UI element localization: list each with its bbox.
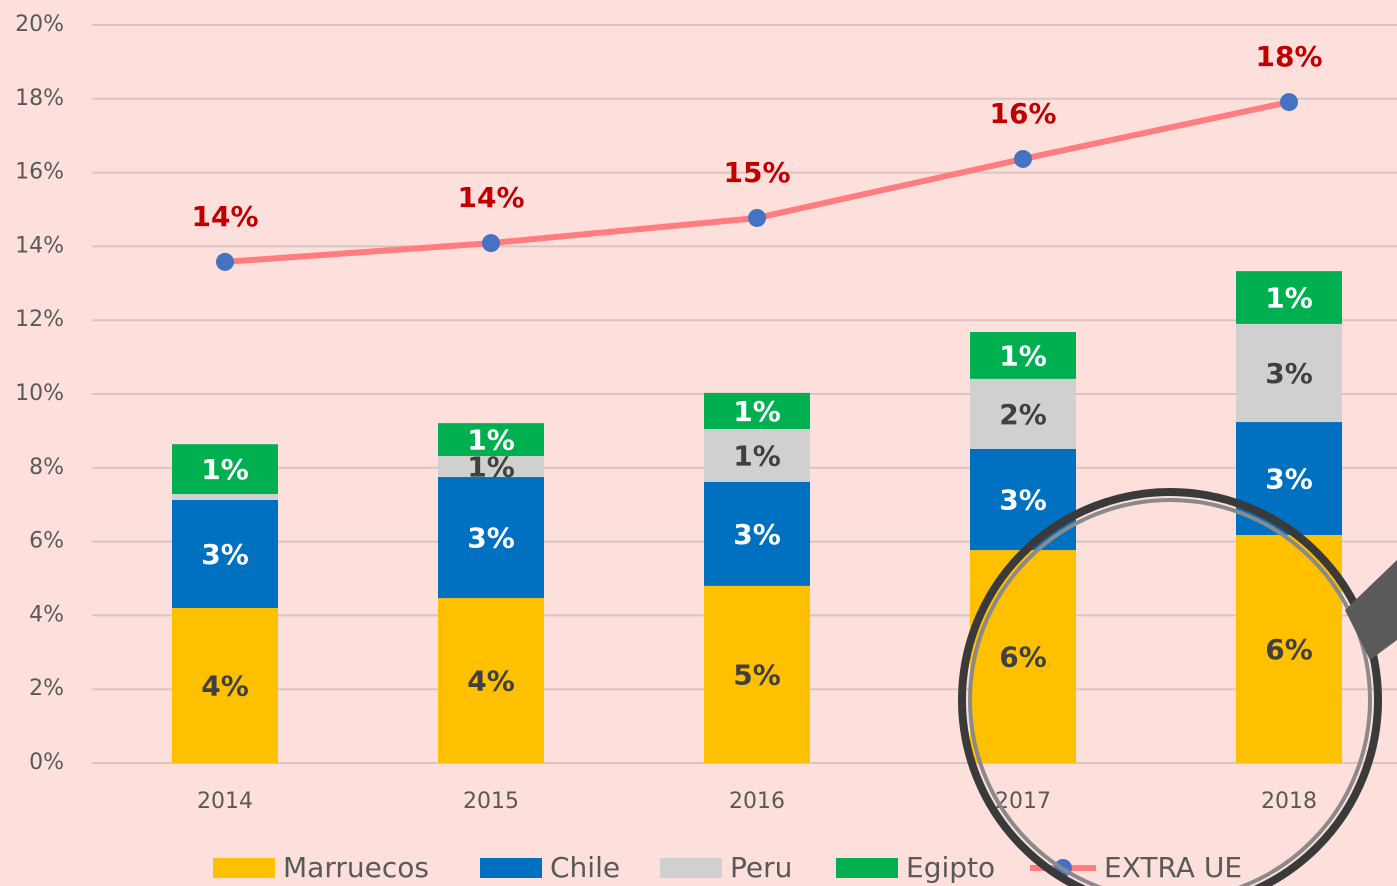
- data-label: 16%: [989, 97, 1056, 130]
- page: 0% 2% 4% 6% 8% 10% 12% 14% 16% 18% 20% 2014 2015 2016…: [0, 0, 1397, 886]
- y-tick-label: 18%: [15, 86, 64, 111]
- y-tick-label: 20%: [15, 12, 64, 37]
- data-label: 3%: [733, 518, 781, 551]
- legend-label: EXTRA UE: [1104, 851, 1242, 884]
- data-label: 2%: [999, 398, 1047, 431]
- y-tick-label: 10%: [15, 381, 64, 406]
- y-tick-label: 12%: [15, 307, 64, 332]
- data-label: 4%: [201, 670, 249, 703]
- legend-swatch: [480, 858, 542, 878]
- y-tick-label: 6%: [29, 529, 64, 554]
- line-marker: [1280, 93, 1298, 111]
- data-label: 1%: [467, 424, 515, 457]
- chart: 0% 2% 4% 6% 8% 10% 12% 14% 16% 18% 20% 2014 2015 2016…: [0, 0, 1397, 886]
- data-label: 18%: [1255, 40, 1322, 73]
- y-tick-label: 4%: [29, 602, 64, 627]
- line-marker: [1014, 150, 1032, 168]
- x-tick-label: 2014: [197, 789, 253, 814]
- legend-swatch: [836, 858, 898, 878]
- y-tick-label: 0%: [29, 750, 64, 775]
- data-label: 3%: [1265, 357, 1313, 390]
- data-label: 14%: [191, 200, 258, 233]
- data-label: 6%: [1265, 633, 1313, 666]
- data-label: 1%: [733, 395, 781, 428]
- legend-label: Egipto: [906, 851, 995, 884]
- data-label: 1%: [1265, 282, 1313, 315]
- line-marker: [482, 234, 500, 252]
- line-marker: [216, 253, 234, 271]
- legend-label: Marruecos: [283, 851, 429, 884]
- data-label: 6%: [999, 641, 1047, 674]
- data-label: 3%: [1265, 463, 1313, 496]
- data-label: 4%: [467, 665, 515, 698]
- data-label: 3%: [999, 484, 1047, 517]
- data-label: 14%: [457, 181, 524, 214]
- data-label: 15%: [723, 156, 790, 189]
- bar-segment: [172, 494, 278, 500]
- x-tick-label: 2015: [463, 789, 519, 814]
- y-tick-label: 2%: [29, 676, 64, 701]
- legend-swatch: [213, 858, 275, 878]
- data-label: 3%: [201, 538, 249, 571]
- legend-label: Chile: [550, 851, 620, 884]
- line-marker: [748, 209, 766, 227]
- data-label: 5%: [733, 658, 781, 691]
- legend-swatch: [660, 858, 722, 878]
- data-label: 1%: [201, 453, 249, 486]
- y-tick-label: 8%: [29, 455, 64, 480]
- legend-label: Peru: [730, 851, 792, 884]
- x-tick-label: 2016: [729, 789, 785, 814]
- data-label: 1%: [999, 339, 1047, 372]
- x-tick-label: 2018: [1261, 789, 1317, 814]
- y-tick-label: 14%: [15, 233, 64, 258]
- data-label: 3%: [467, 522, 515, 555]
- y-tick-label: 16%: [15, 160, 64, 185]
- data-label: 1%: [733, 439, 781, 472]
